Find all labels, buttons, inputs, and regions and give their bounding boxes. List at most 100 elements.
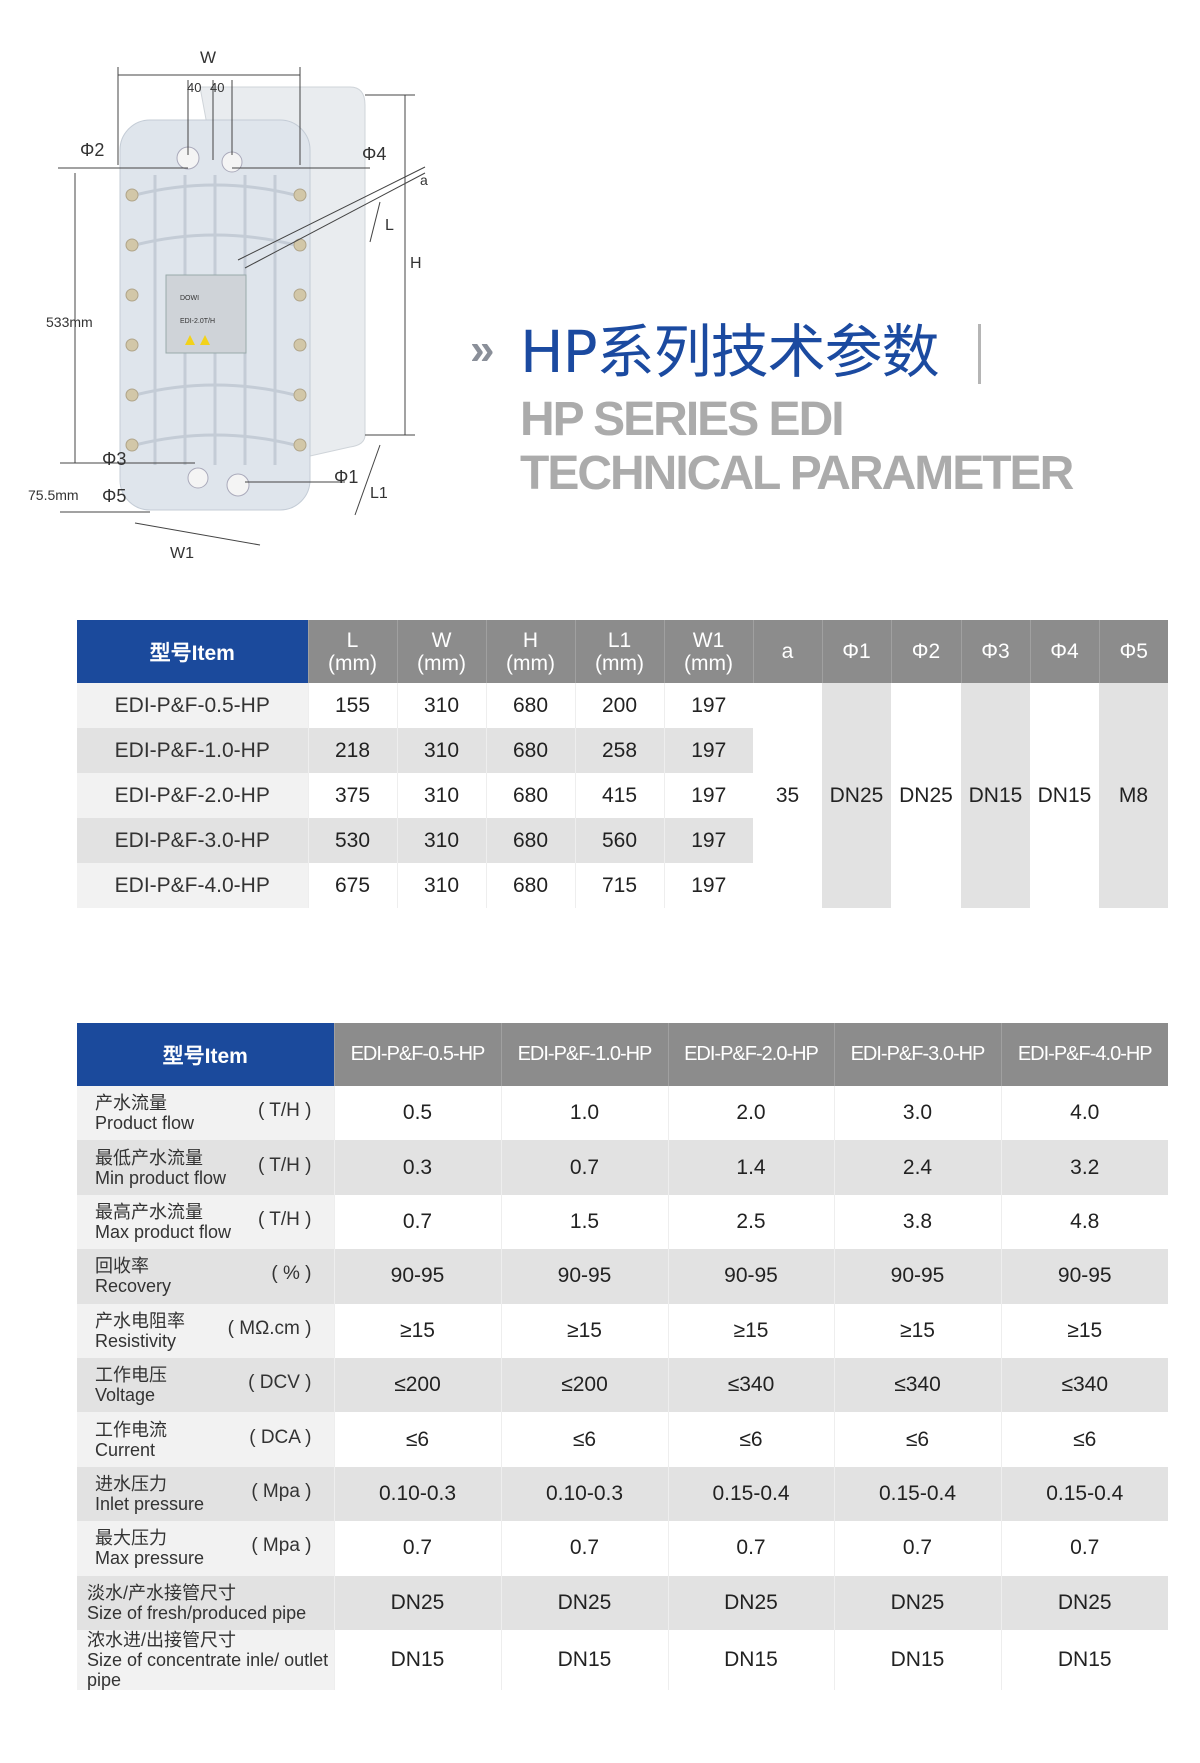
nameplate-logo: DOWI [180, 295, 199, 302]
table-header-row: 型号Item EDI-P&F-0.5-HP EDI-P&F-1.0-HP EDI… [77, 1023, 1168, 1086]
merged-value-cell: DN15 [961, 683, 1030, 908]
value-cell: 90-95 [1000, 1249, 1168, 1304]
col-name: L1 [607, 628, 632, 652]
param-name-cn: 最大压力 [95, 1528, 167, 1549]
param-name-en: Recovery [95, 1276, 172, 1297]
value-cell: 0.10-0.3 [500, 1466, 668, 1522]
value-cell: 258 [574, 728, 664, 773]
param-name-en: Max pressure [95, 1548, 205, 1569]
col-name: H [522, 628, 539, 652]
param-unit: ( Mpa ) [251, 1480, 312, 1502]
value-cell: ≤340 [833, 1357, 1001, 1413]
value-cell: 155 [307, 683, 397, 728]
value-cell: 90-95 [333, 1249, 501, 1304]
param-name-cn: 产水流量 [95, 1093, 167, 1114]
value-cell: 415 [574, 773, 664, 818]
value-cell: 2.5 [667, 1194, 834, 1250]
label-l1: L1 [370, 485, 388, 502]
value-cell: ≤6 [1000, 1412, 1168, 1467]
table-row: 进水压力 Inlet pressure ( Mpa ) 0.10-0.3 0.10-0.… [77, 1466, 1168, 1522]
value-cell: 2.4 [833, 1140, 1001, 1195]
value-cell: ≤200 [333, 1357, 501, 1413]
value-cell: 680 [485, 863, 575, 908]
param-name-en: Size of concentrate inle/ outlet pipe [87, 1649, 329, 1690]
table-row: 最低产水流量 Min product flow ( T/H ) 0.3 0.7 1.4 2.… [77, 1140, 1168, 1195]
param-name-cn: 最高产水流量 [95, 1201, 203, 1222]
value-cell: DN15 [500, 1629, 668, 1690]
value-cell: ≥15 [1000, 1303, 1168, 1358]
value-cell: 680 [485, 818, 575, 863]
param-label-cell: 进水压力 Inlet pressure ( Mpa ) [77, 1466, 334, 1522]
param-name-en: Size of fresh/produced pipe [87, 1602, 307, 1623]
value-cell: 3.2 [1000, 1140, 1168, 1195]
label-w1: W1 [170, 545, 194, 562]
value-cell: 4.8 [1000, 1194, 1168, 1250]
page-title-en-line2: TECHNICAL PARAMETER [520, 447, 1074, 500]
dimensions-table: 型号Item L (mm) W (mm) H (mm) L1 (mm) W1 (mm) a… [77, 620, 1168, 908]
model-cell: EDI-P&F-2.0-HP [77, 773, 308, 818]
model-cell: EDI-P&F-4.0-HP [77, 863, 308, 908]
table-row: EDI-P&F-2.0-HP 375 310 680 415 197 [77, 773, 1168, 818]
model-header: EDI-P&F-4.0-HP [1000, 1023, 1168, 1086]
param-label-cell: 浓水进/出接管尺寸 Size of concentrate inle/ outle… [77, 1629, 334, 1690]
param-name-en: Min product flow [95, 1167, 227, 1188]
value-cell: 1.4 [667, 1140, 834, 1195]
value-cell: 4.0 [1000, 1086, 1168, 1141]
value-cell: DN25 [500, 1575, 668, 1630]
model-header: EDI-P&F-0.5-HP [333, 1023, 501, 1086]
param-name-en: Product flow [95, 1113, 195, 1134]
value-cell: DN15 [833, 1629, 1001, 1690]
col-header-phi2: Φ2 [890, 620, 961, 683]
param-unit: ( MΩ.cm ) [227, 1317, 312, 1339]
col-name: W [431, 628, 452, 652]
value-cell: 0.3 [333, 1140, 501, 1195]
value-cell: DN15 [333, 1629, 501, 1690]
param-label-cell: 最高产水流量 Max product flow ( T/H ) [77, 1194, 334, 1250]
param-name-en: Max product flow [95, 1221, 232, 1242]
value-cell: 90-95 [833, 1249, 1001, 1304]
item-header: 型号Item [77, 1023, 334, 1086]
value-cell: 197 [663, 728, 753, 773]
table-row: EDI-P&F-0.5-HP 155 310 680 200 197 35 DN25 DN25 D… [77, 683, 1168, 908]
value-cell: 310 [396, 773, 486, 818]
model-cell: EDI-P&F-0.5-HP [77, 683, 308, 728]
col-header-phi4: Φ4 [1029, 620, 1099, 683]
col-header-phi1: Φ1 [821, 620, 891, 683]
col-header-w: W (mm) [396, 620, 486, 683]
value-cell: 310 [396, 863, 486, 908]
nameplate-model: EDI-2.0T/H [180, 318, 215, 325]
param-unit: ( DCV ) [248, 1372, 312, 1394]
value-cell: 715 [574, 863, 664, 908]
value-cell: 0.15-0.4 [1000, 1466, 1168, 1522]
param-name-cn: 进水压力 [95, 1473, 167, 1494]
value-cell: 0.7 [333, 1194, 501, 1250]
col-unit: (mm) [506, 651, 555, 675]
value-cell: ≤200 [500, 1357, 668, 1413]
value-cell: DN25 [333, 1575, 501, 1630]
value-cell: 3.0 [833, 1086, 1001, 1141]
value-cell: 200 [574, 683, 664, 728]
value-cell: 1.5 [500, 1194, 668, 1250]
table-row: 回收率 Recovery( % ) 90-95 90-95 90-95 90-95 90-9… [77, 1249, 1168, 1304]
page-title-en-line1: HP SERIES EDI [520, 393, 845, 446]
param-label-cell: 产水电阻率 Resistivity ( MΩ.cm ) [77, 1303, 334, 1358]
value-cell: DN15 [1000, 1629, 1168, 1690]
param-name-cn: 淡水/产水接管尺寸 [87, 1582, 237, 1603]
param-name-en: Resistivity [95, 1330, 177, 1351]
param-unit: ( T/H ) [258, 1100, 312, 1122]
table-row: 产水流量 Product flow ( T/H ) 0.5 1.0 2.0 3.0 4.0 [77, 1086, 1168, 1141]
value-cell: 680 [485, 773, 575, 818]
col-header-l: L (mm) [307, 620, 397, 683]
label-533mm: 533mm [46, 314, 93, 330]
col-name: W1 [692, 628, 725, 652]
label-phi3: Φ3 [102, 449, 126, 469]
value-cell: 0.10-0.3 [333, 1466, 501, 1522]
label-l: L [385, 217, 394, 234]
label-h: H [410, 255, 422, 272]
value-cell: ≥15 [333, 1303, 501, 1358]
param-label-cell: 最大压力 Max pressure ( Mpa ) [77, 1521, 334, 1576]
col-unit: (mm) [328, 651, 377, 675]
item-header: 型号Item [77, 620, 308, 683]
param-name-cn: 工作电压 [95, 1365, 167, 1386]
value-cell: 0.5 [333, 1086, 501, 1141]
